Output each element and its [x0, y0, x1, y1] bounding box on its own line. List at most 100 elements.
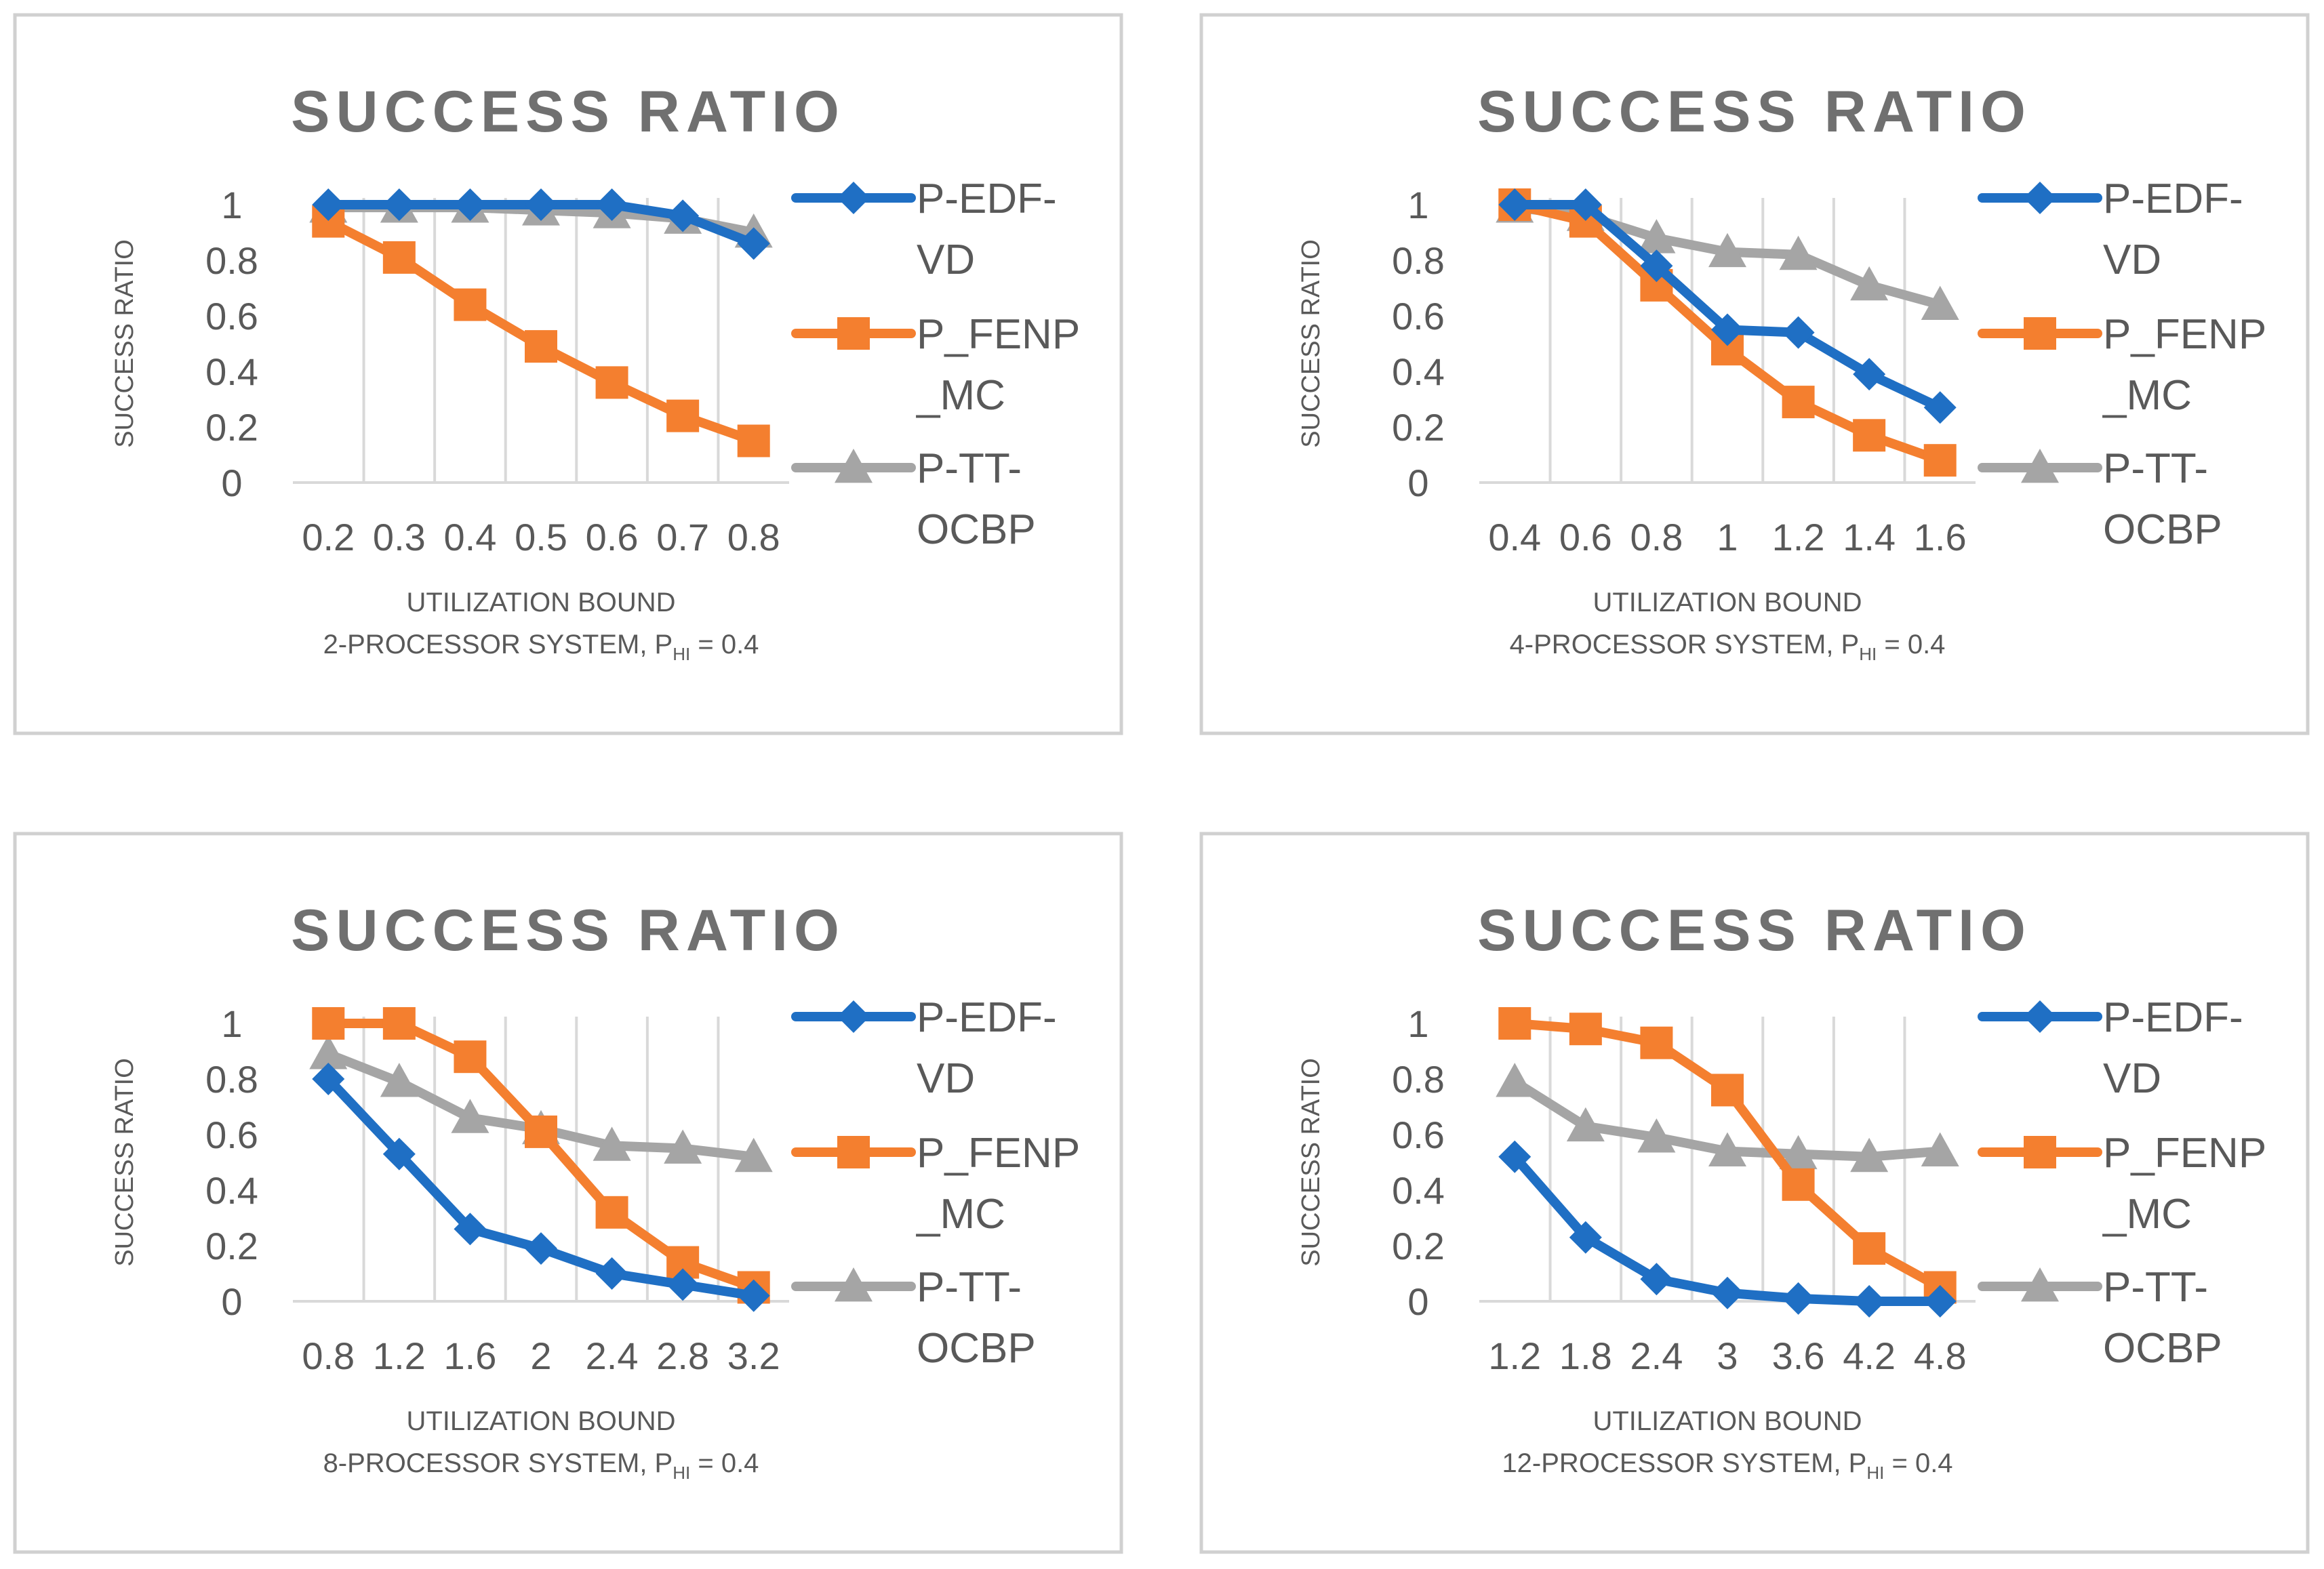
legend-label-line: P-EDF-	[2103, 994, 2243, 1041]
legend-label-line: P-EDF-	[917, 176, 1057, 222]
legend-label-line: P-TT-	[917, 445, 1022, 492]
data-point	[595, 1196, 628, 1229]
legend-label-line: _MC	[2102, 1191, 2192, 1238]
legend-label: P-TT- OCBP	[917, 1264, 1036, 1372]
x-tick-label: 3	[1717, 1334, 1738, 1377]
legend-label-line: OCBP	[917, 1325, 1036, 1372]
data-point	[1923, 1285, 1957, 1318]
legend-label: P-EDF- VD	[917, 994, 1057, 1102]
legend-label-line: _MC	[916, 372, 1005, 419]
data-point	[1708, 232, 1746, 268]
legend-marker	[835, 1267, 873, 1302]
legend-label-line: P_FENP	[2103, 1130, 2266, 1177]
data-point	[1569, 1013, 1602, 1046]
data-point	[595, 188, 628, 221]
data-point	[1640, 249, 1673, 283]
x-tick-label: 0.8	[1630, 516, 1683, 558]
chart-title: SUCCESS RATIO	[1477, 79, 2032, 144]
data-point	[382, 188, 416, 221]
chart-title: SUCCESS RATIO	[291, 898, 845, 963]
x-tick-label: 1.8	[1559, 1334, 1612, 1377]
x-tick-label: 1.6	[1914, 516, 1967, 558]
caption-text: 8-PROCESSOR SYSTEM, P	[323, 1448, 673, 1478]
legend-label-line: VD	[2103, 1055, 2161, 1102]
y-tick-label: 0.2	[205, 1225, 258, 1267]
caption-text: = 0.4	[1877, 630, 1945, 659]
data-point	[1498, 1007, 1531, 1040]
y-tick-label: 0.4	[205, 1169, 258, 1212]
legend-label: P_FENP _MC	[916, 311, 1080, 419]
legend-entry: P-TT- OCBP	[791, 1264, 1036, 1372]
y-tick-label: 1	[221, 184, 242, 226]
x-tick-label: 0.8	[727, 516, 780, 558]
x-tick-label: 1.4	[1843, 516, 1896, 558]
x-tick-label: 0.8	[302, 1334, 355, 1377]
chart-panel-2: SUCCESS RATIO 0 0.2 0.4 0.6 0.8 1 SUCCESS RATIO…	[1199, 13, 2310, 735]
caption-text: 4-PROCESSOR SYSTEM, P	[1510, 630, 1860, 659]
x-axis-label: UTILIZATION BOUND	[1592, 1406, 1862, 1436]
legend-label: P_FENP _MC	[2102, 311, 2266, 419]
x-tick-label: 4.8	[1914, 1334, 1967, 1377]
data-point	[734, 1137, 773, 1173]
data-point	[1779, 1135, 1818, 1170]
data-point	[312, 1063, 345, 1095]
x-tick-label: 1.2	[1488, 1334, 1541, 1377]
data-point	[1637, 1118, 1676, 1153]
data-point	[737, 424, 770, 457]
data-point	[1853, 419, 1886, 452]
legend-marker	[835, 449, 873, 483]
x-tick-label: 1	[1717, 516, 1738, 558]
legend-label-line: OCBP	[2103, 1325, 2222, 1372]
data-point	[1569, 1221, 1602, 1254]
y-tick-label: 0	[221, 462, 242, 504]
series-P_FENP_MC	[1498, 1007, 1957, 1304]
x-tick-label: 2.4	[1630, 1334, 1683, 1377]
y-tick-label: 0.6	[205, 295, 258, 338]
x-tick-label: 2.8	[656, 1334, 709, 1377]
legend-label: P-EDF- VD	[917, 176, 1057, 283]
x-tick-label: 0.2	[302, 516, 355, 558]
y-tick-label: 0.4	[1392, 350, 1445, 393]
series-P_FENP_MC	[312, 205, 770, 457]
x-tick-label: 3.6	[1772, 1334, 1825, 1377]
y-tick-label: 0.2	[1392, 406, 1445, 449]
y-axis-label: SUCCESS RATIO	[111, 1058, 139, 1267]
data-point	[1782, 1168, 1815, 1201]
data-point	[525, 188, 557, 221]
x-tick-label: 4.2	[1843, 1334, 1896, 1377]
legend-label-line: VD	[917, 1055, 975, 1102]
x-axis-label: UTILIZATION BOUND	[406, 1406, 675, 1436]
x-tick-label: 2.4	[586, 1334, 639, 1377]
y-tick-label: 0.8	[205, 1058, 258, 1101]
data-point	[1569, 188, 1602, 221]
legend-entry: P_FENP _MC	[1978, 1130, 2266, 1238]
y-tick-label: 0.8	[205, 239, 258, 282]
chart-title: SUCCESS RATIO	[291, 79, 845, 144]
caption-text: 12-PROCESSOR SYSTEM, P	[1502, 1448, 1866, 1478]
data-point	[1498, 188, 1531, 221]
y-tick-label: 0.8	[1392, 1058, 1445, 1101]
data-point	[1923, 444, 1957, 477]
data-point	[1853, 1285, 1886, 1318]
legend-entry: P_FENP _MC	[1978, 311, 2266, 419]
data-point	[1923, 391, 1957, 424]
legend-label-line: VD	[2103, 237, 2161, 283]
data-point	[525, 1115, 557, 1148]
x-axis-label: UTILIZATION BOUND	[1592, 588, 1862, 617]
caption-subscript: HI	[673, 1463, 690, 1483]
legend-label: P-EDF- VD	[2103, 176, 2243, 283]
legend-marker	[2024, 1000, 2056, 1033]
legend-entry: P-TT- OCBP	[1978, 445, 2222, 553]
chart-frame	[13, 13, 1123, 735]
y-tick-label: 0.6	[1392, 1114, 1445, 1156]
data-point	[593, 1126, 631, 1161]
data-point	[454, 288, 487, 321]
y-tick-label: 0.8	[1392, 239, 1445, 282]
data-point	[1711, 313, 1744, 346]
data-point	[1637, 219, 1676, 253]
data-point	[454, 188, 487, 221]
x-tick-label: 0.3	[373, 516, 426, 558]
legend-label-line: P-TT-	[917, 1264, 1022, 1311]
legend-label-line: OCBP	[2103, 506, 2222, 553]
legend-label-line: P-EDF-	[2103, 176, 2243, 222]
